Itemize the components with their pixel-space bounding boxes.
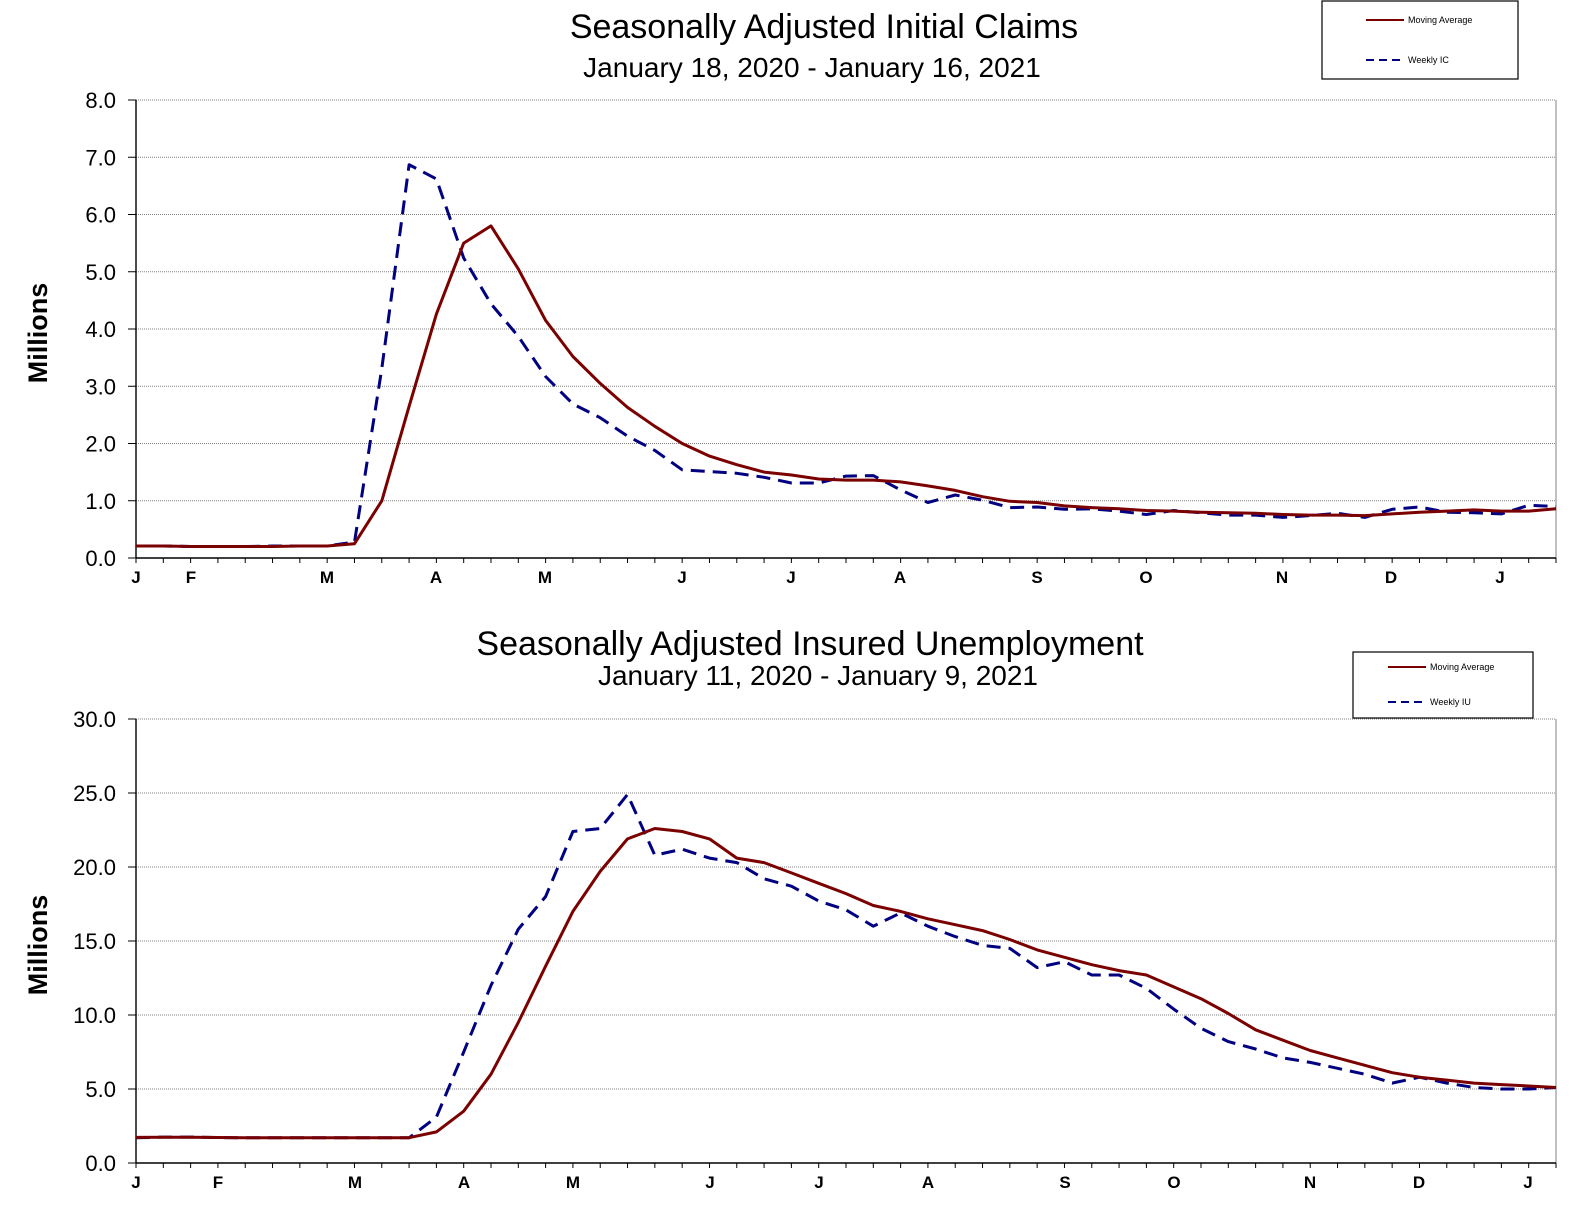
y-tick-label: 30.0 (73, 707, 116, 732)
y-tick-label: 10.0 (73, 1003, 116, 1028)
x-tick-label: J (677, 568, 686, 587)
legend-label-moving-average: Moving Average (1430, 662, 1494, 672)
y-tick-label: 4.0 (85, 317, 116, 342)
x-tick-label: M (566, 1173, 580, 1192)
y-axis-label: Millions (23, 895, 53, 996)
y-axis-label: Millions (23, 283, 53, 384)
y-tick-label: 5.0 (85, 1077, 116, 1102)
x-tick-label: F (213, 1173, 223, 1192)
x-tick-label: M (320, 568, 334, 587)
x-tick-label: S (1031, 568, 1042, 587)
x-tick-label: A (458, 1173, 470, 1192)
x-tick-label: M (348, 1173, 362, 1192)
x-tick-label: D (1413, 1173, 1425, 1192)
x-tick-label: J (131, 568, 140, 587)
chart-title: Seasonally Adjusted Initial Claims (570, 8, 1078, 46)
x-tick-label: A (922, 1173, 934, 1192)
chart-subtitle: January 18, 2020 - January 16, 2021 (583, 52, 1041, 83)
x-tick-label: J (814, 1173, 823, 1192)
plot-area: 0.0 1.0 2.0 3.0 4.0 5.0 6.0 7.0 8.0 J F M A M J J A S O N D J (85, 88, 1557, 587)
x-tick-label: J (1523, 1173, 1532, 1192)
y-tick-label: 20.0 (73, 855, 116, 880)
legend-box (1352, 651, 1534, 719)
y-tick-label: 8.0 (85, 88, 116, 113)
legend-box (1321, 0, 1519, 80)
x-tick-label: N (1304, 1173, 1316, 1192)
series-line-weekly-iu (135, 793, 1557, 1140)
x-tick-label: A (894, 568, 906, 587)
x-tick-label: J (786, 568, 795, 587)
series-line-moving-average (135, 827, 1557, 1140)
y-tick-label: 5.0 (85, 260, 116, 285)
y-tick-label: 6.0 (85, 203, 116, 228)
x-tick-label: O (1167, 1173, 1180, 1192)
y-tick-label: 25.0 (73, 781, 116, 806)
series-line-moving-average (136, 224, 1557, 548)
y-tick-label: 1.0 (85, 489, 116, 514)
series-line-weekly-ic (136, 163, 1557, 548)
x-tick-label: S (1059, 1173, 1070, 1192)
x-tick-label: O (1139, 568, 1152, 587)
y-tick-label: 0.0 (85, 1151, 116, 1176)
x-tick-label: J (1495, 568, 1504, 587)
x-tick-label: F (186, 568, 196, 587)
x-tick-label: D (1385, 568, 1397, 587)
legend-label-weekly-iu: Weekly IU (1430, 697, 1471, 707)
plot-area: 0.0 5.0 10.0 15.0 20.0 25.0 30.0 J F M A M J J A S O N D J (73, 707, 1557, 1192)
y-tick-label: 7.0 (85, 145, 116, 170)
insured-unemployment-chart: Seasonally Adjusted Insured Unemployment… (23, 625, 1557, 1192)
legend-label-weekly-ic: Weekly IC (1408, 55, 1449, 65)
initial-claims-chart: Seasonally Adjusted Initial Claims Janua… (23, 0, 1557, 587)
x-tick-label: J (131, 1173, 140, 1192)
x-tick-label: A (430, 568, 442, 587)
x-tick-label: M (538, 568, 552, 587)
x-tick-label: N (1276, 568, 1288, 587)
legend-label-moving-average: Moving Average (1408, 15, 1472, 25)
y-tick-label: 0.0 (85, 546, 116, 571)
legend: Moving Average Weekly IC (1321, 0, 1519, 80)
y-tick-label: 3.0 (85, 374, 116, 399)
x-tick-label: J (705, 1173, 714, 1192)
chart-title: Seasonally Adjusted Insured Unemployment (476, 625, 1144, 663)
y-tick-label: 2.0 (85, 432, 116, 457)
y-tick-label: 15.0 (73, 929, 116, 954)
chart-subtitle: January 11, 2020 - January 9, 2021 (598, 660, 1038, 691)
legend: Moving Average Weekly IU (1352, 651, 1534, 719)
